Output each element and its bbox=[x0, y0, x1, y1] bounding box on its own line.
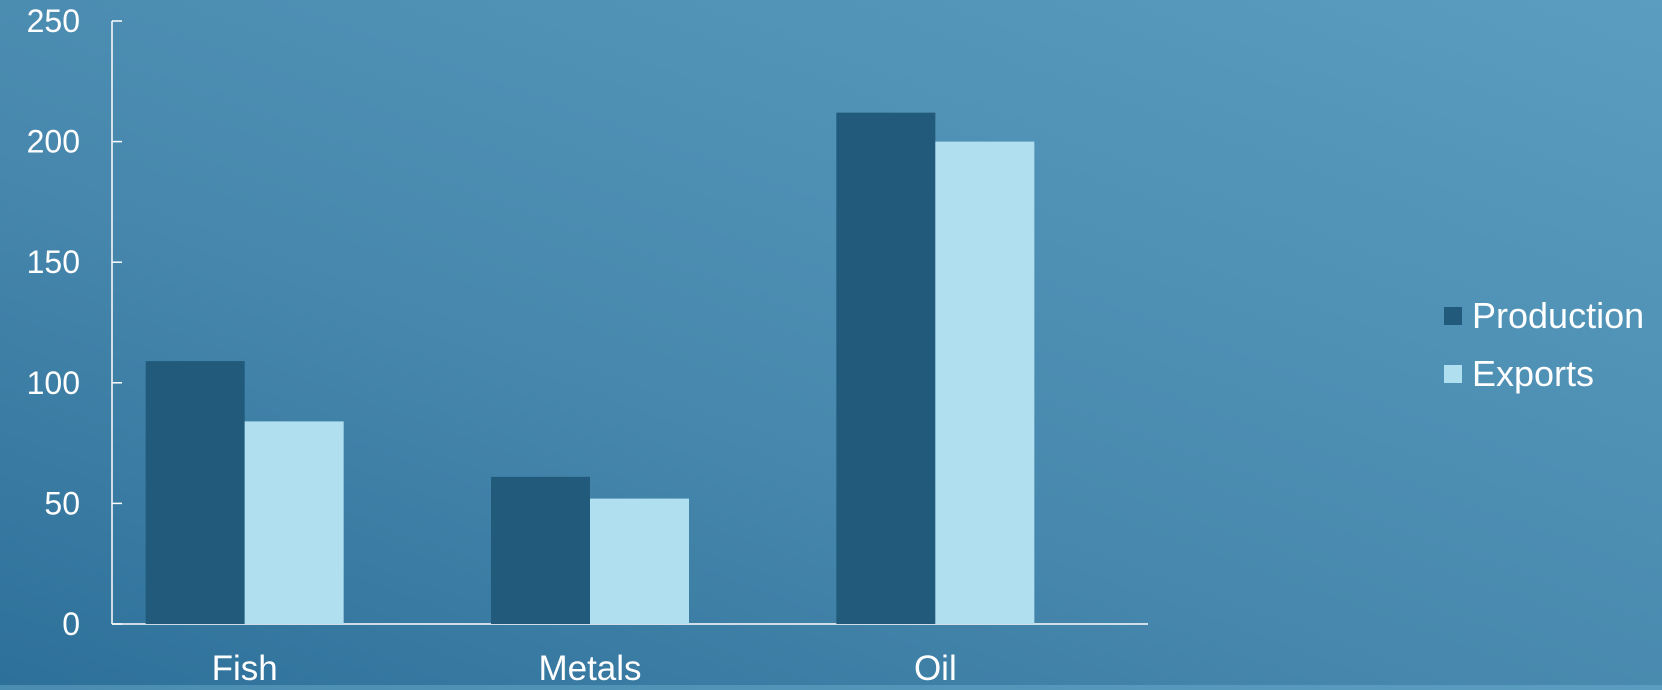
bar-exports-oil bbox=[935, 141, 1035, 624]
bars bbox=[145, 112, 1035, 624]
y-tick-label: 0 bbox=[62, 606, 80, 642]
legend-label-exports: Exports bbox=[1472, 353, 1594, 394]
y-tick-label: 250 bbox=[27, 3, 80, 39]
x-tick-label: Oil bbox=[914, 649, 957, 685]
y-axis-ticks: 0 50 100 150 200 250 bbox=[27, 3, 122, 642]
x-tick-label: Metals bbox=[538, 649, 641, 685]
legend: Production Exports bbox=[1444, 295, 1644, 394]
bar-production-metals bbox=[491, 476, 590, 624]
x-tick-label: Fish bbox=[212, 649, 278, 685]
legend-swatch-production bbox=[1444, 307, 1462, 325]
y-tick-label: 100 bbox=[27, 365, 80, 401]
bar-exports-fish bbox=[244, 421, 344, 624]
y-tick-label: 50 bbox=[44, 485, 80, 521]
legend-label-production: Production bbox=[1472, 295, 1644, 336]
bar-exports-metals bbox=[590, 498, 689, 624]
y-tick-label: 200 bbox=[27, 124, 80, 160]
x-axis-labels: Fish Metals Oil bbox=[212, 649, 957, 688]
bar-production-oil bbox=[836, 112, 936, 624]
legend-swatch-exports bbox=[1444, 365, 1462, 383]
y-tick-label: 150 bbox=[27, 244, 80, 280]
bar-production-fish bbox=[145, 361, 245, 624]
